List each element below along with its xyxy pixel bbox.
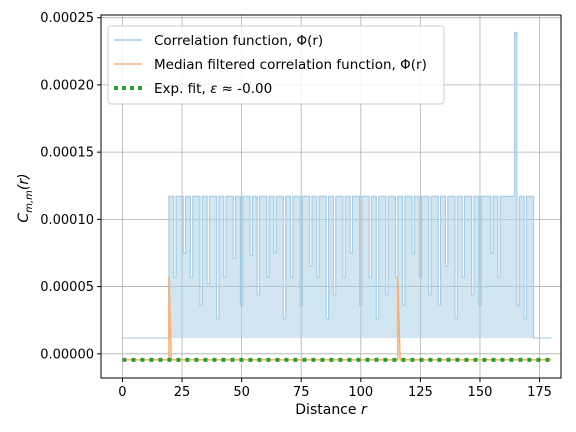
y-tick-label: 0.00000	[40, 347, 94, 362]
x-tick-label: 50	[233, 385, 250, 400]
correlation-function-line	[122, 31, 552, 339]
x-tick-label: 150	[468, 385, 493, 400]
legend-fit-prefix: Exp. fit,	[154, 81, 210, 97]
y-tick-label: 0.00010	[40, 213, 94, 228]
legend-label-median: Median filtered correlation function, Φ(…	[154, 57, 427, 73]
y-tick-label: 0.00015	[40, 146, 94, 161]
legend-fit-symbol: ε	[210, 81, 217, 97]
y-axis-label: Cm,m(r)	[16, 173, 35, 222]
x-axis-label: Distance r	[295, 402, 368, 418]
legend-label-fit: Exp. fit, ε ≈ -0.00	[154, 81, 272, 97]
y-axis-label-main: C	[16, 213, 32, 223]
series-layer	[122, 31, 552, 362]
x-tick-label: 125	[408, 385, 433, 400]
plot-frame	[100, 14, 562, 379]
x-axis-ticks: 0 25 50 75 100 125 150 175	[118, 378, 552, 400]
y-tick-label: 0.00025	[40, 11, 94, 26]
x-axis-label-text: Distance	[295, 402, 356, 418]
legend-fit-suffix: ≈ -0.00	[217, 81, 272, 97]
y-axis-label-arg: (r)	[16, 173, 32, 190]
x-tick-label: 100	[348, 385, 373, 400]
legend: Correlation function, Φ(r) Median filter…	[107, 25, 445, 105]
y-axis-label-sub: m,m	[24, 190, 35, 213]
y-axis-ticks: 0.00000 0.00005 0.00010 0.00015 0.00020 0.000…	[40, 11, 101, 362]
legend-label-correlation: Correlation function, Φ(r)	[154, 33, 323, 49]
x-tick-label: 25	[174, 385, 191, 400]
x-tick-label: 0	[118, 385, 126, 400]
x-tick-label: 75	[293, 385, 310, 400]
x-axis-label-var: r	[361, 402, 368, 418]
legend-box	[107, 25, 445, 105]
y-tick-label: 0.00005	[40, 280, 94, 295]
correlation-function-area	[122, 32, 552, 339]
y-tick-label: 0.00020	[40, 78, 94, 93]
x-tick-label: 175	[527, 385, 552, 400]
